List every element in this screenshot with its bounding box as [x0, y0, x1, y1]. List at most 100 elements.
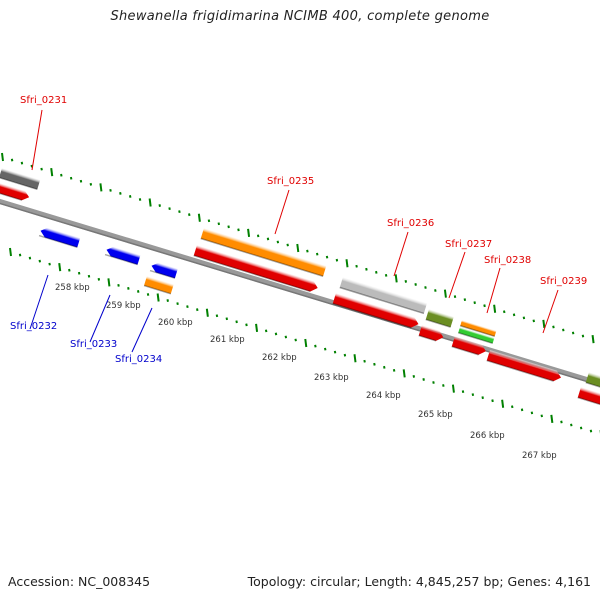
inner-ruler-tick — [343, 353, 347, 357]
inner-ruler-tick — [127, 287, 130, 290]
gene-arrow — [486, 350, 562, 382]
inner-ruler-tick — [304, 338, 308, 348]
outer-ruler-tick — [591, 334, 595, 344]
outer-ruler-tick — [79, 179, 83, 183]
feature-shape — [486, 350, 562, 382]
topology-text: Topology: circular; Length: 4,845,257 bp… — [247, 574, 591, 589]
feature-shadow — [332, 302, 412, 329]
inner-ruler-tick — [284, 335, 288, 339]
feature-shadow — [486, 359, 554, 382]
outer-ruler-tick — [512, 313, 516, 317]
cog-bar — [460, 320, 497, 338]
feature-shape — [151, 262, 178, 279]
inner-ruler-tick — [205, 308, 209, 317]
inner-ruler-tick — [501, 399, 505, 408]
outer-ruler-tick — [237, 228, 240, 232]
cog-bar — [143, 276, 174, 295]
feature-shadow — [193, 254, 311, 293]
inner-ruler-tick — [156, 293, 160, 302]
inner-ruler-tick — [451, 384, 455, 393]
inner-ruler-tick — [471, 393, 475, 397]
feature-shape — [144, 276, 174, 294]
feature-shape — [418, 325, 444, 341]
inner-ruler-tick — [274, 332, 278, 336]
outer-ruler-tick — [69, 176, 73, 180]
inner-ruler-tick — [58, 263, 62, 272]
outer-ruler-tick — [483, 304, 486, 308]
outer-ruler-tick — [286, 243, 289, 247]
outer-ruler-tick — [40, 167, 43, 171]
outer-ruler-tick — [1, 152, 4, 162]
outer-ruler-tick — [463, 298, 467, 302]
inner-ruler-tick — [461, 390, 465, 394]
outer-ruler-tick — [99, 183, 103, 192]
ruler-label: 260 kbp — [158, 318, 193, 328]
inner-ruler-tick — [146, 293, 150, 296]
inner-ruler-tick — [294, 338, 297, 342]
outer-ruler-tick — [266, 237, 270, 241]
outer-ruler-tick — [138, 198, 142, 201]
leader-line — [274, 189, 290, 235]
inner-ruler-tick — [235, 320, 238, 324]
outer-ruler-tick — [60, 173, 63, 177]
feature-shape — [425, 309, 454, 328]
outer-ruler-tick — [522, 316, 526, 320]
inner-ruler-tick — [136, 290, 140, 293]
feature-shape — [458, 327, 495, 344]
inner-ruler-tick — [166, 299, 169, 302]
outer-ruler-tick — [20, 161, 24, 165]
outer-ruler-tick — [384, 273, 388, 277]
inner-ruler-tick — [28, 256, 32, 260]
gene-label: Sfri_0232 — [10, 321, 57, 332]
leader-line — [393, 231, 409, 277]
gene-label: Sfri_0236 — [387, 218, 434, 229]
inner-ruler-tick — [68, 268, 71, 272]
outer-ruler-tick — [404, 280, 408, 283]
inner-ruler-tick — [560, 420, 563, 424]
cog-bar — [0, 168, 41, 191]
accession-text: Accession: NC_008345 — [8, 574, 151, 589]
outer-ruler-tick — [424, 286, 427, 289]
inner-ruler-tick — [520, 408, 524, 412]
outer-ruler-tick — [443, 289, 447, 298]
outer-ruler-tick — [375, 270, 378, 274]
feature-shape — [460, 320, 497, 337]
ruler-label: 265 kbp — [418, 410, 453, 420]
outer-ruler-tick — [168, 207, 171, 210]
feature-shadow — [577, 396, 600, 406]
inner-ruler-tick — [117, 283, 120, 287]
inner-ruler-tick — [107, 278, 111, 287]
inner-ruler-tick — [333, 350, 337, 354]
inner-ruler-tick — [97, 277, 101, 281]
gene-arrow — [418, 325, 444, 342]
outer-ruler-tick — [128, 195, 132, 198]
inner-ruler-tick — [87, 274, 91, 278]
inner-ruler-tick — [363, 359, 366, 363]
ruler-label: 263 kbp — [314, 373, 349, 383]
gene-label: Sfri_0238 — [484, 255, 531, 266]
inner-ruler-tick — [264, 329, 268, 333]
outer-ruler-tick — [532, 319, 535, 323]
outer-ruler-tick — [581, 334, 585, 338]
feature-shadow — [418, 334, 437, 342]
outer-ruler-tick — [394, 274, 398, 283]
outer-ruler-tick — [542, 319, 546, 329]
cog-bar — [458, 327, 495, 345]
feature-shadow — [425, 318, 451, 328]
inner-ruler-tick — [215, 314, 219, 318]
gene-arrow — [577, 387, 600, 406]
map-title: Shewanella frigidimarina NCIMB 400, comp… — [110, 9, 490, 24]
inner-ruler-tick — [9, 247, 12, 257]
outer-ruler-tick — [453, 295, 457, 299]
outer-ruler-tick — [119, 192, 122, 195]
cog-bar — [339, 277, 428, 315]
gene-label: Sfri_0235 — [267, 176, 314, 187]
gene-arrow — [332, 293, 419, 329]
outer-ruler-tick — [188, 213, 191, 217]
inner-ruler-tick — [314, 344, 317, 348]
outer-ruler-tick — [158, 204, 161, 207]
feature-shape — [332, 293, 419, 328]
feature-shadow — [460, 325, 495, 338]
gene-arrow — [104, 246, 141, 266]
inner-ruler-tick — [255, 323, 259, 332]
